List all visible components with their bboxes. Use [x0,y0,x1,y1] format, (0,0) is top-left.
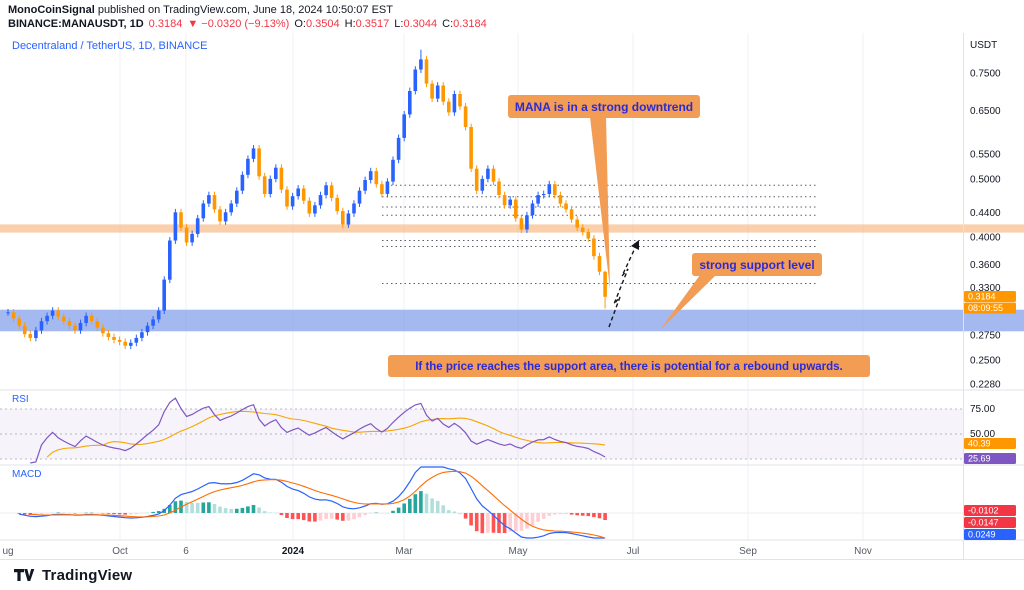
support-callout-text: strong support level [699,258,814,272]
last-price: 0.3184 [148,18,183,30]
support-arrow [660,275,716,330]
countdown-badge: 08:09:55 [964,302,1016,314]
svg-text:0.3300: 0.3300 [970,283,1001,294]
dotted-price-levels [382,184,818,284]
symbol-line: BINANCE:MANAUSDT, 1D 0.3184 ▼ −0.0320 (−… [8,17,1024,32]
svg-text:40.39: 40.39 [968,439,991,449]
svg-text:ug: ug [2,546,13,557]
svg-text:0.5000: 0.5000 [970,174,1001,185]
candlestick-series [6,49,607,350]
svg-text:0.0249: 0.0249 [968,530,996,540]
published-text: published on TradingView.com, June 18, 2… [94,4,393,16]
svg-text:Oct: Oct [112,546,128,557]
price-scale-currency: USDT [970,40,997,51]
rebound-zigzag-arrow [608,245,637,328]
svg-text:0.2750: 0.2750 [970,331,1001,342]
macd-series [0,466,963,539]
svg-text:Sep: Sep [739,546,757,557]
chart-title: Decentraland / TetherUS, 1D, BINANCE [12,40,207,52]
support-callout-box [692,253,822,276]
rsi-series [0,397,963,464]
current-price-badge: 0.3184 [964,291,1016,302]
svg-text:Mar: Mar [395,546,413,557]
rsi-label: RSI [12,394,29,405]
svg-text:08:09:55: 08:09:55 [968,303,1003,313]
svg-text:0.2500: 0.2500 [970,356,1001,367]
svg-text:0.3184: 0.3184 [968,292,996,302]
svg-text:0.4400: 0.4400 [970,208,1001,219]
svg-text:-0.0147: -0.0147 [968,518,999,528]
rsi-tick-50: 50.00 [970,429,995,440]
downtrend-callout-text: MANA is in a strong downtrend [515,100,693,114]
ohlc-open: O:0.3504 [294,18,340,30]
macd-label: MACD [12,469,41,480]
svg-text:2024: 2024 [282,546,305,557]
ohlc-close: C:0.3184 [442,18,487,30]
svg-text:0.5500: 0.5500 [970,150,1001,161]
svg-text:0.4000: 0.4000 [970,233,1001,244]
macd-signal-badge: 0.0249 [964,529,1016,540]
svg-text:0.6500: 0.6500 [970,106,1001,117]
rsi-value-badge: 25.69 [964,453,1016,464]
rebound-callout-box [388,355,870,377]
chart-canvas[interactable]: 0.7500 0.6500 0.5500 0.5000 0.4400 0.4000 0.36… [0,33,1024,560]
macd-hist-badge: -0.0102 [964,505,1016,516]
svg-text:25.69: 25.69 [968,454,991,464]
svg-text:Jul: Jul [627,546,640,557]
publish-header: MonoCoinSignal published on TradingView.… [0,0,1024,33]
footer-bar: TradingView [0,560,1024,590]
svg-text:6: 6 [183,546,189,557]
ohlc-low: L:0.3044 [394,18,438,30]
tradingview-wordmark[interactable]: TradingView [42,566,133,584]
support-resistance-zones [0,224,1024,332]
month-gridlines [119,33,864,540]
ohlc-high: H:0.3517 [344,18,390,30]
svg-text:0.3600: 0.3600 [970,260,1001,271]
tradingview-logo-icon[interactable] [13,565,35,585]
rebound-callout-text: If the price reaches the support area, t… [415,361,843,373]
price-change: ▼ −0.0320 (−9.13%) [187,18,290,30]
svg-text:0.2280: 0.2280 [970,380,1001,391]
svg-text:-0.0102: -0.0102 [968,506,999,516]
axis-tick-labels: 0.7500 0.6500 0.5500 0.5000 0.4400 0.4000 0.36… [2,69,1001,558]
author-name: MonoCoinSignal [8,4,95,16]
rsi-tick-75: 75.00 [970,404,995,415]
symbol-title: BINANCE:MANAUSDT, 1D [8,18,144,30]
macd-line-badge: -0.0147 [964,517,1016,528]
downtrend-arrow [590,117,610,289]
rebound-arrowhead-icon [631,240,639,250]
svg-text:0.7500: 0.7500 [970,69,1001,80]
rsi-ma-badge: 40.39 [964,438,1016,449]
svg-text:Nov: Nov [854,546,872,557]
publish-line: MonoCoinSignal published on TradingView.… [8,3,1024,17]
downtrend-callout-box [508,95,700,118]
svg-text:May: May [509,546,528,557]
